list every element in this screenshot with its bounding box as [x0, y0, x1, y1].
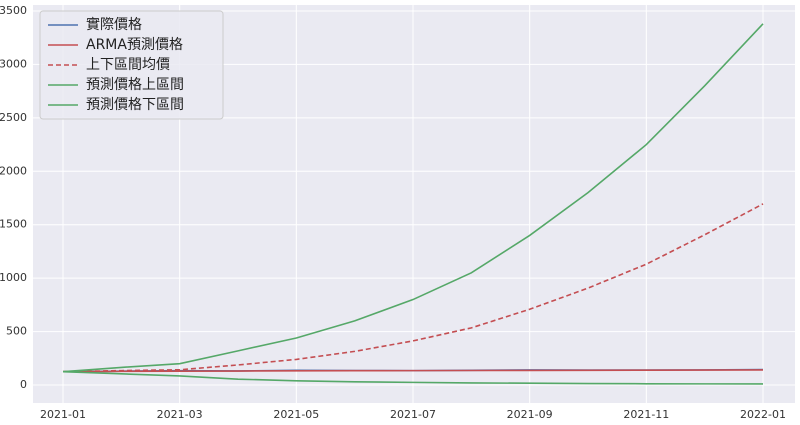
legend-label: 預測價格下區間 — [86, 96, 184, 113]
y-tick-label: 2000 — [0, 164, 27, 177]
y-tick-label: 500 — [6, 325, 27, 338]
legend-label: 上下區間均價 — [86, 56, 170, 73]
legend-label: 預測價格上區間 — [86, 76, 184, 93]
x-tick-label: 2021-11 — [623, 408, 669, 421]
y-tick-label: 1000 — [0, 271, 27, 284]
x-tick-label: 2021-09 — [507, 408, 553, 421]
x-tick-label: 2022-01 — [740, 408, 786, 421]
data-line — [62, 369, 764, 373]
data-line — [62, 23, 764, 373]
x-tick-label: 2021-07 — [390, 408, 436, 421]
y-tick-label: 1500 — [0, 218, 27, 231]
y-tick-label: 3000 — [0, 57, 27, 70]
x-tick-label: 2021-03 — [157, 408, 203, 421]
data-line — [62, 203, 764, 373]
x-tick-label: 2021-01 — [40, 408, 86, 421]
legend-label: ARMA預測價格 — [86, 36, 183, 53]
y-tick-label: 0 — [20, 378, 27, 391]
x-tick-label: 2021-05 — [273, 408, 319, 421]
data-line — [62, 370, 764, 385]
legend-label: 實際價格 — [86, 16, 142, 33]
legend-box — [39, 10, 224, 120]
y-tick-label: 2500 — [0, 111, 27, 124]
y-tick-label: 3500 — [0, 4, 27, 17]
